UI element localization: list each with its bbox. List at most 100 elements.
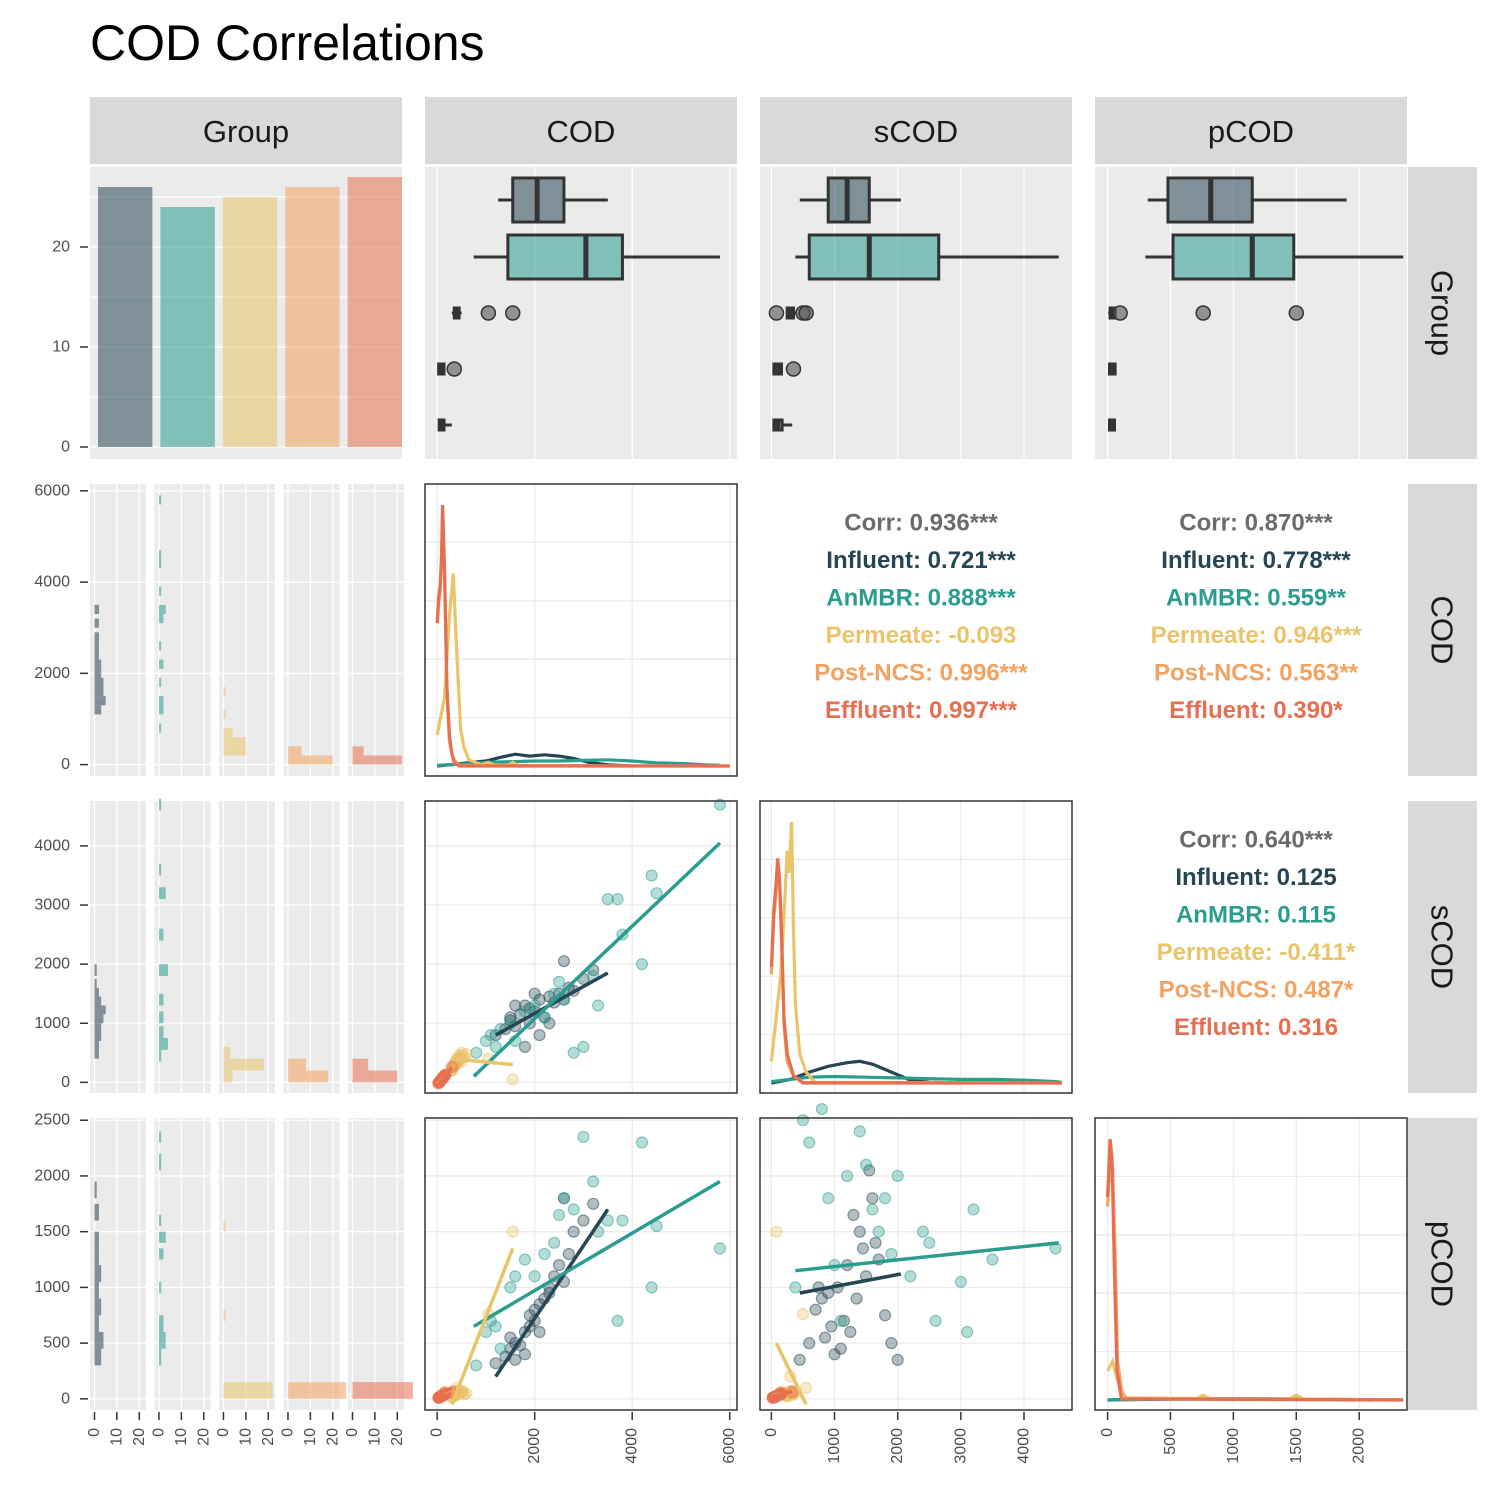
scatter-point-anmbr — [518, 1253, 532, 1266]
scatter-point-anmbr — [528, 1270, 541, 1283]
scatter-point-anmbr — [601, 893, 614, 906]
correlation-text-overall: Corr: 0.870*** — [1179, 510, 1333, 537]
histogram-bar-anmbr — [158, 1049, 162, 1062]
histogram-bar-influent — [94, 1315, 99, 1332]
histogram-facet-post-ncs — [283, 801, 340, 1093]
scatter-point-influent — [509, 999, 522, 1012]
column-strip-label-scod: sCOD — [874, 114, 958, 149]
panel-scatter-cod-scod — [425, 801, 737, 1093]
x-axis-count-tick-label: 0 — [344, 1428, 361, 1437]
box-anmbr — [506, 233, 624, 281]
histogram-bar-anmbr — [158, 559, 162, 569]
histogram-facet-influent — [90, 801, 146, 1093]
x-axis-cod-tick-label: 0 — [429, 1428, 446, 1437]
histogram-bar-influent — [94, 1040, 99, 1050]
scatter-point-anmbr — [954, 1275, 967, 1288]
histogram-bar-anmbr — [158, 928, 164, 941]
box-outlier-post-ncs — [785, 361, 802, 377]
scatter-point-influent — [809, 1303, 822, 1316]
row-strip-pcod — [1408, 1118, 1477, 1410]
histogram-bar-effluent — [352, 1058, 369, 1071]
fit-line-effluent — [436, 1066, 454, 1086]
panel-frame — [759, 1117, 1073, 1411]
histogram-facet-post-ncs — [283, 1118, 340, 1410]
y-axis-scod-tick-label: 3000 — [34, 897, 70, 914]
scatter-point-influent — [837, 1314, 851, 1327]
correlation-text-overall: Corr: 0.936*** — [844, 510, 998, 537]
x-axis-cod-tick-label: 2000 — [526, 1428, 543, 1464]
histogram-bar-anmbr — [158, 586, 162, 596]
scatter-point-influent — [834, 1342, 847, 1355]
histogram-bar-anmbr — [158, 1038, 168, 1050]
x-axis-cod-tick-label: 4000 — [624, 1428, 641, 1464]
panel-frame — [759, 800, 1073, 1094]
scatter-point-anmbr — [484, 1028, 497, 1042]
histogram-facet-anmbr — [154, 484, 211, 776]
fit-line-effluent — [772, 1389, 793, 1398]
correlation-text-effluent: Effluent: 0.316 — [1174, 1014, 1338, 1041]
scatter-point-influent — [825, 1320, 838, 1333]
y-axis-scod-tick-label: 0 — [61, 1074, 70, 1091]
histogram-bar-anmbr — [158, 614, 164, 624]
histogram-bar-anmbr — [158, 1248, 164, 1260]
scatter-point-anmbr — [841, 1169, 854, 1183]
correlation-text-permeate: Permeate: -0.093 — [826, 622, 1017, 649]
histogram-bar-effluent — [352, 1070, 398, 1083]
scatter-point-anmbr — [616, 1214, 629, 1227]
scatter-point-influent — [489, 1357, 502, 1370]
y-axis-pcod-tick-label: 0 — [61, 1390, 70, 1407]
histogram-bar-post-ncs — [287, 1058, 306, 1071]
scatter-point-anmbr — [860, 1158, 873, 1171]
histogram-bar-influent — [94, 668, 102, 678]
scatter-point-influent — [504, 1331, 517, 1344]
histogram-bar-anmbr — [158, 798, 162, 811]
histogram-bar-anmbr — [158, 1231, 166, 1243]
panel-density-cod — [425, 484, 737, 776]
column-strip-label-cod: COD — [547, 114, 616, 149]
correlation-text-effluent: Effluent: 0.997*** — [825, 697, 1018, 724]
histogram-bar-influent — [94, 987, 99, 997]
box-outlier-permeate — [768, 305, 785, 321]
panel-scatter-scod-pcod — [760, 1118, 1072, 1410]
y-axis-count-tick-label: 0 — [61, 439, 70, 456]
fit-line-anmbr — [472, 841, 722, 1078]
correlation-text-effluent: Effluent: 0.390* — [1169, 697, 1343, 724]
correlation-text-permeate: Permeate: -0.411* — [1157, 939, 1356, 966]
y-axis-count-tick-label: 20 — [52, 239, 70, 256]
x-axis-count-tick-label: 20 — [324, 1428, 341, 1446]
histogram-bar-anmbr — [158, 1331, 166, 1349]
scatter-point-anmbr — [645, 869, 658, 882]
histogram-bar-permeate — [223, 687, 226, 697]
scatter-point-anmbr — [650, 887, 663, 900]
row-strip-label-pcod: pCOD — [1425, 1221, 1460, 1307]
scatter-point-anmbr — [591, 999, 605, 1012]
histogram-bar-anmbr — [158, 1131, 162, 1143]
correlation-text-anmbr: AnMBR: 0.115 — [1176, 902, 1336, 929]
histogram-bar-anmbr — [158, 705, 164, 715]
panel-density-scod — [760, 801, 1072, 1093]
histogram-bar-influent — [94, 1032, 102, 1041]
histogram-bar-anmbr — [158, 604, 166, 615]
x-axis-count-tick-label: 10 — [108, 1428, 125, 1446]
histogram-facet-influent — [90, 484, 146, 776]
scatter-point-influent — [552, 1259, 566, 1272]
histogram-bar-influent — [94, 659, 102, 669]
histogram-bar-anmbr — [158, 677, 162, 688]
histogram-bar-anmbr — [158, 550, 162, 560]
y-axis-pcod-tick-label: 2500 — [34, 1112, 70, 1129]
scatter-point-influent — [856, 1242, 870, 1255]
histogram-bar-anmbr — [158, 659, 164, 669]
y-axis-scod-tick-label: 4000 — [34, 837, 70, 854]
scatter-point-anmbr — [713, 798, 727, 811]
correlation-text-anmbr: AnMBR: 0.888*** — [826, 585, 1016, 612]
scatter-point-influent — [885, 1337, 898, 1350]
histogram-bar-anmbr — [158, 696, 164, 706]
x-axis-count-tick-label: 20 — [389, 1428, 406, 1446]
histogram-bar-anmbr — [158, 1348, 162, 1366]
scatter-point-anmbr — [470, 1359, 483, 1372]
scatter-point-anmbr — [796, 1114, 810, 1127]
scatter-point-influent — [818, 1331, 832, 1344]
scatter-point-anmbr — [567, 1203, 580, 1216]
histogram-bar-influent — [94, 696, 106, 706]
box-outlier-permeate — [1112, 305, 1128, 321]
